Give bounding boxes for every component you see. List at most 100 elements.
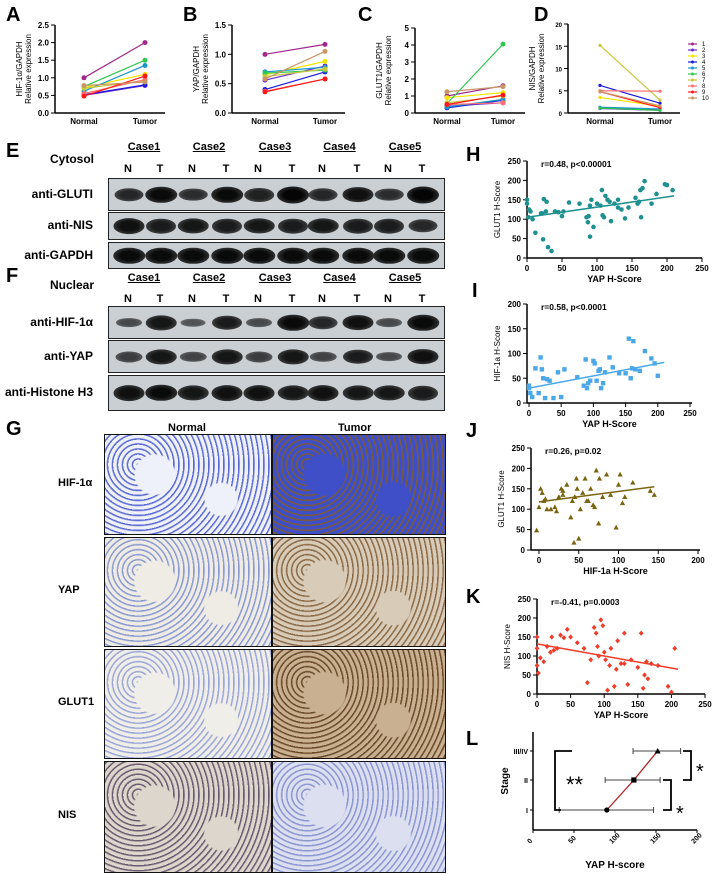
regression-line [536,643,679,671]
protein-band [342,314,374,331]
legend-marker [691,48,694,52]
protein-band [180,318,206,327]
data-point [560,492,566,497]
protein-band [211,247,243,264]
y-tick-label: 250 [508,157,522,166]
protein-band [145,247,177,264]
data-point [592,504,598,510]
data-point [615,205,621,210]
legend-label: 2 [702,48,706,54]
series-line [599,84,661,104]
protein-band [278,218,308,234]
data-point [630,479,636,485]
data-point [591,224,596,230]
protein-band [373,247,405,264]
data-point [585,680,590,686]
y-axis-label: NIS H-Score [503,624,512,669]
series-line [83,75,146,97]
data-point [616,371,622,376]
data-point [592,361,597,366]
data-point [652,361,657,366]
case-label: Case1 [127,272,161,284]
panel-label-b: B [183,4,198,26]
data-point [601,214,607,220]
lane-label: N [188,163,196,175]
data-point [581,383,586,388]
x-tick-label: 250 [695,264,709,273]
ihc-row-label: YAP [58,584,80,596]
protein-band [246,317,272,328]
data-point [635,664,641,670]
significance-label: * [676,803,684,825]
data-point [564,481,570,487]
lane-label: T [288,293,296,305]
data-point [623,371,628,376]
y-tick-label: 0 [527,690,532,699]
y-tick-label: 200 [518,614,532,623]
data-point [576,535,582,541]
data-point [628,376,633,381]
data-point [262,51,268,57]
legend-marker [691,42,694,46]
protein-band [342,385,374,401]
protein-band [376,351,402,362]
y-axis-label: NIS/GAPDH [528,46,537,90]
y-tick-label: 10 [555,68,562,74]
correlation-annotation: r=0.58, p<0.0001 [541,302,607,312]
ihc-column-normal: Normal [168,422,206,434]
x-tick-label: 0 [525,264,530,273]
series-line [599,107,661,111]
data-point [552,504,558,510]
data-point [658,104,662,108]
data-point [543,209,549,214]
lane-label: T [222,293,230,305]
y-tick-label: 0 [517,399,522,408]
data-point [584,385,590,391]
case-label: Case3 [258,141,292,153]
x-tick-label: Normal [70,117,98,126]
data-point [622,494,628,499]
protein-band [343,349,373,364]
data-point [544,506,550,512]
data-point [573,475,579,481]
x-tick-label: 0 [527,409,532,418]
protein-band [407,247,439,264]
y-tick-label: 50 [512,235,521,244]
series-line [446,86,504,93]
legend-label: 4 [702,60,706,66]
data-point [262,89,268,95]
antibody-label: anti-Histone H3 [4,385,93,399]
data-point [640,685,646,691]
data-point [534,634,540,640]
data-point [524,197,530,203]
lane-label: N [318,163,326,175]
y-axis-label: HIF-1a H-Score [493,325,502,382]
data-point [542,395,548,401]
data-point [618,661,624,667]
mean-marker [631,777,637,783]
x-tick-label: 150 [619,409,633,418]
y-tick-label: III/IV [514,749,529,756]
y-axis-label: Relative expression [384,36,393,106]
correlation-annotation: r=-0.41, p=0.0003 [551,597,620,607]
data-point [142,79,148,85]
data-point [534,662,540,669]
x-axis-label: YAP H-Score [594,710,649,720]
data-point [540,376,546,381]
ihc-image-normal [104,649,272,759]
data-point [649,356,654,361]
data-point [533,366,538,371]
y-tick-label: 5 [405,24,410,33]
antibody-label: anti-GAPDH [24,247,93,262]
data-point [569,498,575,504]
protein-band [145,186,177,203]
data-point [558,632,563,638]
data-point [619,500,626,506]
data-point [444,89,450,95]
data-point [638,214,644,220]
data-point [555,370,561,375]
y-tick-label: 100 [508,350,522,359]
data-point [598,95,602,100]
y-axis-label: Relative expression [201,34,210,104]
ihc-row-label: GLUT1 [58,696,95,708]
